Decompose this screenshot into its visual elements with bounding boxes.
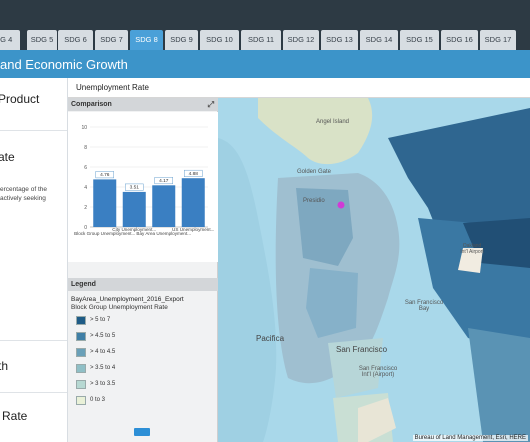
marin-headlands <box>258 98 373 165</box>
tab-sdg-13[interactable]: SDG 13 <box>321 30 358 50</box>
panel-header: Unemployment Rate <box>68 78 530 98</box>
divider <box>0 392 67 393</box>
indicator-rate-heading[interactable]: ate <box>0 150 15 164</box>
data-label: 4.76 <box>100 172 110 178</box>
legend-swatch <box>76 332 86 341</box>
map-view[interactable]: Angel Island Golden Gate Presidio San Fr… <box>218 98 530 442</box>
indicator-description: ercentage of the actively seeking <box>0 186 47 202</box>
sfo-airport <box>358 398 396 442</box>
data-label-box <box>184 169 203 177</box>
legend-swatch <box>76 396 86 405</box>
tab-sdg-12[interactable]: SDG 12 <box>283 30 319 50</box>
legend-panel: Legend BayArea_Unemployment_2016_Export … <box>68 278 218 418</box>
tab-sdg-16[interactable]: SDG 16 <box>441 30 478 50</box>
block-groups-light <box>328 338 383 398</box>
bar <box>181 178 205 227</box>
y-tick-label: 8 <box>84 145 87 151</box>
block-groups-mid <box>306 268 358 338</box>
category-label: Block Group Unemployment... <box>74 231 135 236</box>
legend-item-label: 0 to 3 <box>90 397 106 403</box>
legend-swatch <box>76 364 86 373</box>
category-label: US Unemployment... <box>172 227 214 232</box>
indicator-product-heading[interactable]: Product <box>0 92 40 106</box>
map-label-sfo: San Francisco Int'l (Airport) <box>358 366 398 378</box>
map-label-angel-island: Angel Island <box>316 119 350 125</box>
indicator-list: Product ate ercentage of the actively se… <box>0 78 68 442</box>
tab-sdg-6[interactable]: SDG 6 <box>58 30 93 50</box>
bar <box>122 191 146 227</box>
legend-header: Legend <box>68 278 218 291</box>
hayward-area <box>468 328 530 442</box>
y-tick-label: 10 <box>81 125 87 131</box>
goal-banner: and Economic Growth <box>0 50 530 78</box>
comparison-label: Comparison <box>71 101 112 108</box>
data-label: 3.51 <box>130 185 140 191</box>
legend-field-name: Block Group Unemployment Rate <box>71 304 168 311</box>
y-tick-label: 6 <box>84 165 87 171</box>
y-tick-label: 4 <box>84 185 87 191</box>
indicator-unemployment-rate-heading[interactable]: Rate <box>2 409 28 423</box>
bar <box>93 179 117 227</box>
map-label-san-francisco: San Francisco <box>336 345 388 354</box>
map-label-sf-bay: San Francisco Bay <box>404 300 444 312</box>
legend-swatch <box>76 380 86 389</box>
map-label-pacifica: Pacifica <box>256 334 285 343</box>
legend-label: Legend <box>71 281 96 288</box>
data-label: 4.17 <box>159 178 169 184</box>
legend-swatch <box>76 348 86 357</box>
tab-sdg-14[interactable]: SDG 14 <box>360 30 398 50</box>
category-label: City Unemployment... <box>112 227 156 232</box>
side-panel: Comparison ⤢ 0 2 4 6 8 10 4.76 Block Group Unem… <box>68 98 218 442</box>
tab-sdg-15[interactable]: SDG 15 <box>400 30 439 50</box>
legend-item-label: > 4 to 4.5 <box>90 349 116 355</box>
comparison-chart: 0 2 4 6 8 10 4.76 Block Group Unemployment... 3.… <box>68 112 218 262</box>
data-label-box <box>154 177 173 185</box>
legend-item-label: > 3.5 to 4 <box>90 365 116 371</box>
legend-layer-name: BayArea_Unemployment_2016_Export <box>71 296 184 303</box>
location-marker[interactable] <box>337 201 345 209</box>
goal-title: and Economic Growth <box>0 57 128 72</box>
tab-sdg-9[interactable]: SDG 9 <box>165 30 198 50</box>
map-canvas[interactable] <box>218 98 530 442</box>
y-tick-label: 0 <box>84 225 87 231</box>
ocean-shelf <box>218 138 277 442</box>
data-label-box <box>95 171 114 179</box>
comparison-chart-svg: 0 2 4 6 8 10 4.76 Block Group Unemployment... 3.… <box>74 125 214 236</box>
legend-item-label: > 5 to 7 <box>90 317 111 323</box>
panel-title: Unemployment Rate <box>76 83 149 92</box>
comparison-header: Comparison ⤢ <box>68 98 218 111</box>
oakland-airport <box>458 248 483 273</box>
y-tick-label: 2 <box>84 205 87 211</box>
divider <box>0 130 67 131</box>
map-label-golden-gate: Golden Gate <box>297 169 332 175</box>
divider <box>0 340 67 341</box>
expand-icon[interactable]: ⤢ <box>207 100 214 109</box>
tab-sdg-8[interactable]: SDG 8 <box>130 30 163 50</box>
legend-item-label: > 4.5 to 5 <box>90 333 116 339</box>
tab-sdg-4[interactable]: SDG 4 <box>0 30 20 50</box>
legend-item-label: > 3 to 3.5 <box>90 381 116 387</box>
map-attribution: Bureau of Land Management, Esri, HERE <box>412 435 528 441</box>
data-label-box <box>125 183 144 191</box>
category-label: Bay Area Unemployment... <box>136 231 191 236</box>
tab-sdg-17[interactable]: SDG 17 <box>480 30 516 50</box>
map-panel: Unemployment Rate Comparison ⤢ 0 2 4 6 8 10 4.… <box>68 78 530 442</box>
indicator-growth-heading[interactable]: th <box>0 359 9 373</box>
tab-sdg-5[interactable]: SDG 5 <box>27 30 57 50</box>
tab-sdg-11[interactable]: SDG 11 <box>241 30 281 50</box>
data-label: 4.88 <box>189 171 199 177</box>
bar <box>152 185 176 227</box>
tab-sdg-10[interactable]: SDG 10 <box>200 30 239 50</box>
tab-sdg-7[interactable]: SDG 7 <box>95 30 128 50</box>
map-label-oakland-airport: Oakland Int'l Airport <box>460 243 484 255</box>
panel-toggle-button[interactable] <box>134 428 150 436</box>
legend-swatch <box>76 316 86 325</box>
map-label-presidio: Presidio <box>303 198 325 204</box>
